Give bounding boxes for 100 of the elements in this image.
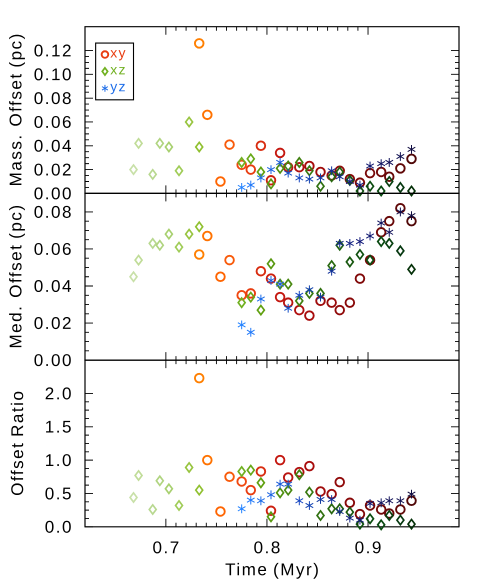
legend-label: yz (110, 84, 125, 94)
y-tick-label: 0.02 (34, 317, 71, 330)
point (134, 254, 143, 266)
y-tick-label: 0.0 (45, 520, 71, 533)
point (407, 518, 416, 530)
point (215, 176, 226, 187)
point (406, 154, 417, 164)
point (356, 236, 364, 246)
point (366, 231, 374, 241)
point (237, 182, 246, 192)
point (316, 510, 325, 521)
point (174, 500, 184, 511)
point (194, 249, 204, 260)
point (316, 292, 325, 302)
point (315, 486, 326, 497)
point (384, 216, 395, 226)
point (266, 490, 276, 500)
point (276, 162, 284, 174)
point (164, 483, 174, 494)
point (305, 500, 314, 510)
x-tick-label: 0.9 (355, 541, 381, 554)
point (334, 304, 345, 316)
point (316, 180, 325, 192)
point (346, 506, 354, 518)
point (256, 140, 266, 152)
y-tick-label: 0.10 (34, 68, 71, 80)
point (276, 158, 284, 168)
point (256, 477, 266, 488)
y-tick-label: 0.06 (34, 116, 71, 128)
point (344, 498, 356, 508)
y-tick-label: 0.02 (34, 164, 71, 176)
point (294, 290, 304, 300)
point (224, 254, 235, 266)
point (356, 249, 364, 260)
point (237, 504, 246, 514)
point (282, 297, 294, 308)
y-tick-label: 0.04 (34, 280, 71, 292)
point (334, 476, 345, 488)
point (396, 152, 405, 162)
point (407, 210, 416, 221)
point (384, 496, 394, 506)
point (202, 110, 213, 120)
point (246, 292, 256, 303)
point (327, 494, 336, 504)
point (129, 271, 138, 282)
point (256, 496, 266, 506)
point (316, 288, 325, 299)
point (356, 518, 364, 530)
point (215, 506, 226, 517)
point (202, 230, 213, 242)
point (326, 488, 337, 500)
point (305, 165, 314, 176)
point (356, 515, 364, 526)
point (266, 511, 276, 522)
y-tick-label: 0.04 (34, 140, 71, 152)
point (396, 207, 405, 217)
point (284, 278, 292, 290)
point (276, 479, 284, 490)
point (305, 174, 314, 184)
point (396, 514, 405, 526)
y-axis-title: Med. Offset (pc) (9, 206, 25, 348)
point (396, 496, 405, 506)
point (246, 288, 256, 299)
point (396, 182, 405, 193)
point (354, 273, 366, 284)
point (256, 173, 266, 183)
point (384, 176, 394, 187)
point (346, 513, 354, 524)
y-tick-label: 0.00 (34, 187, 71, 200)
point (356, 186, 364, 196)
point (246, 164, 256, 175)
point (256, 166, 266, 178)
x-axis-title: Time (Myr) (226, 562, 318, 579)
point (237, 466, 246, 477)
point (202, 454, 213, 466)
point (284, 479, 292, 490)
point (384, 158, 394, 168)
point (148, 238, 158, 249)
point (276, 487, 284, 498)
point (294, 304, 305, 316)
point (294, 295, 304, 306)
y-axis-title: Mass. Offset (pc) (9, 34, 25, 185)
point (376, 519, 386, 530)
point (284, 168, 292, 178)
point (315, 296, 326, 306)
y-axis-title: Offset Ratio (10, 392, 24, 496)
point (376, 236, 386, 248)
point (395, 504, 406, 515)
point (256, 294, 266, 304)
point (327, 266, 336, 276)
point (305, 486, 314, 498)
point (335, 506, 344, 516)
point (256, 266, 266, 276)
point (194, 38, 204, 49)
point (266, 178, 276, 190)
point (224, 472, 235, 482)
point (266, 506, 276, 516)
point (407, 144, 416, 154)
point (294, 466, 305, 478)
point (237, 320, 246, 330)
